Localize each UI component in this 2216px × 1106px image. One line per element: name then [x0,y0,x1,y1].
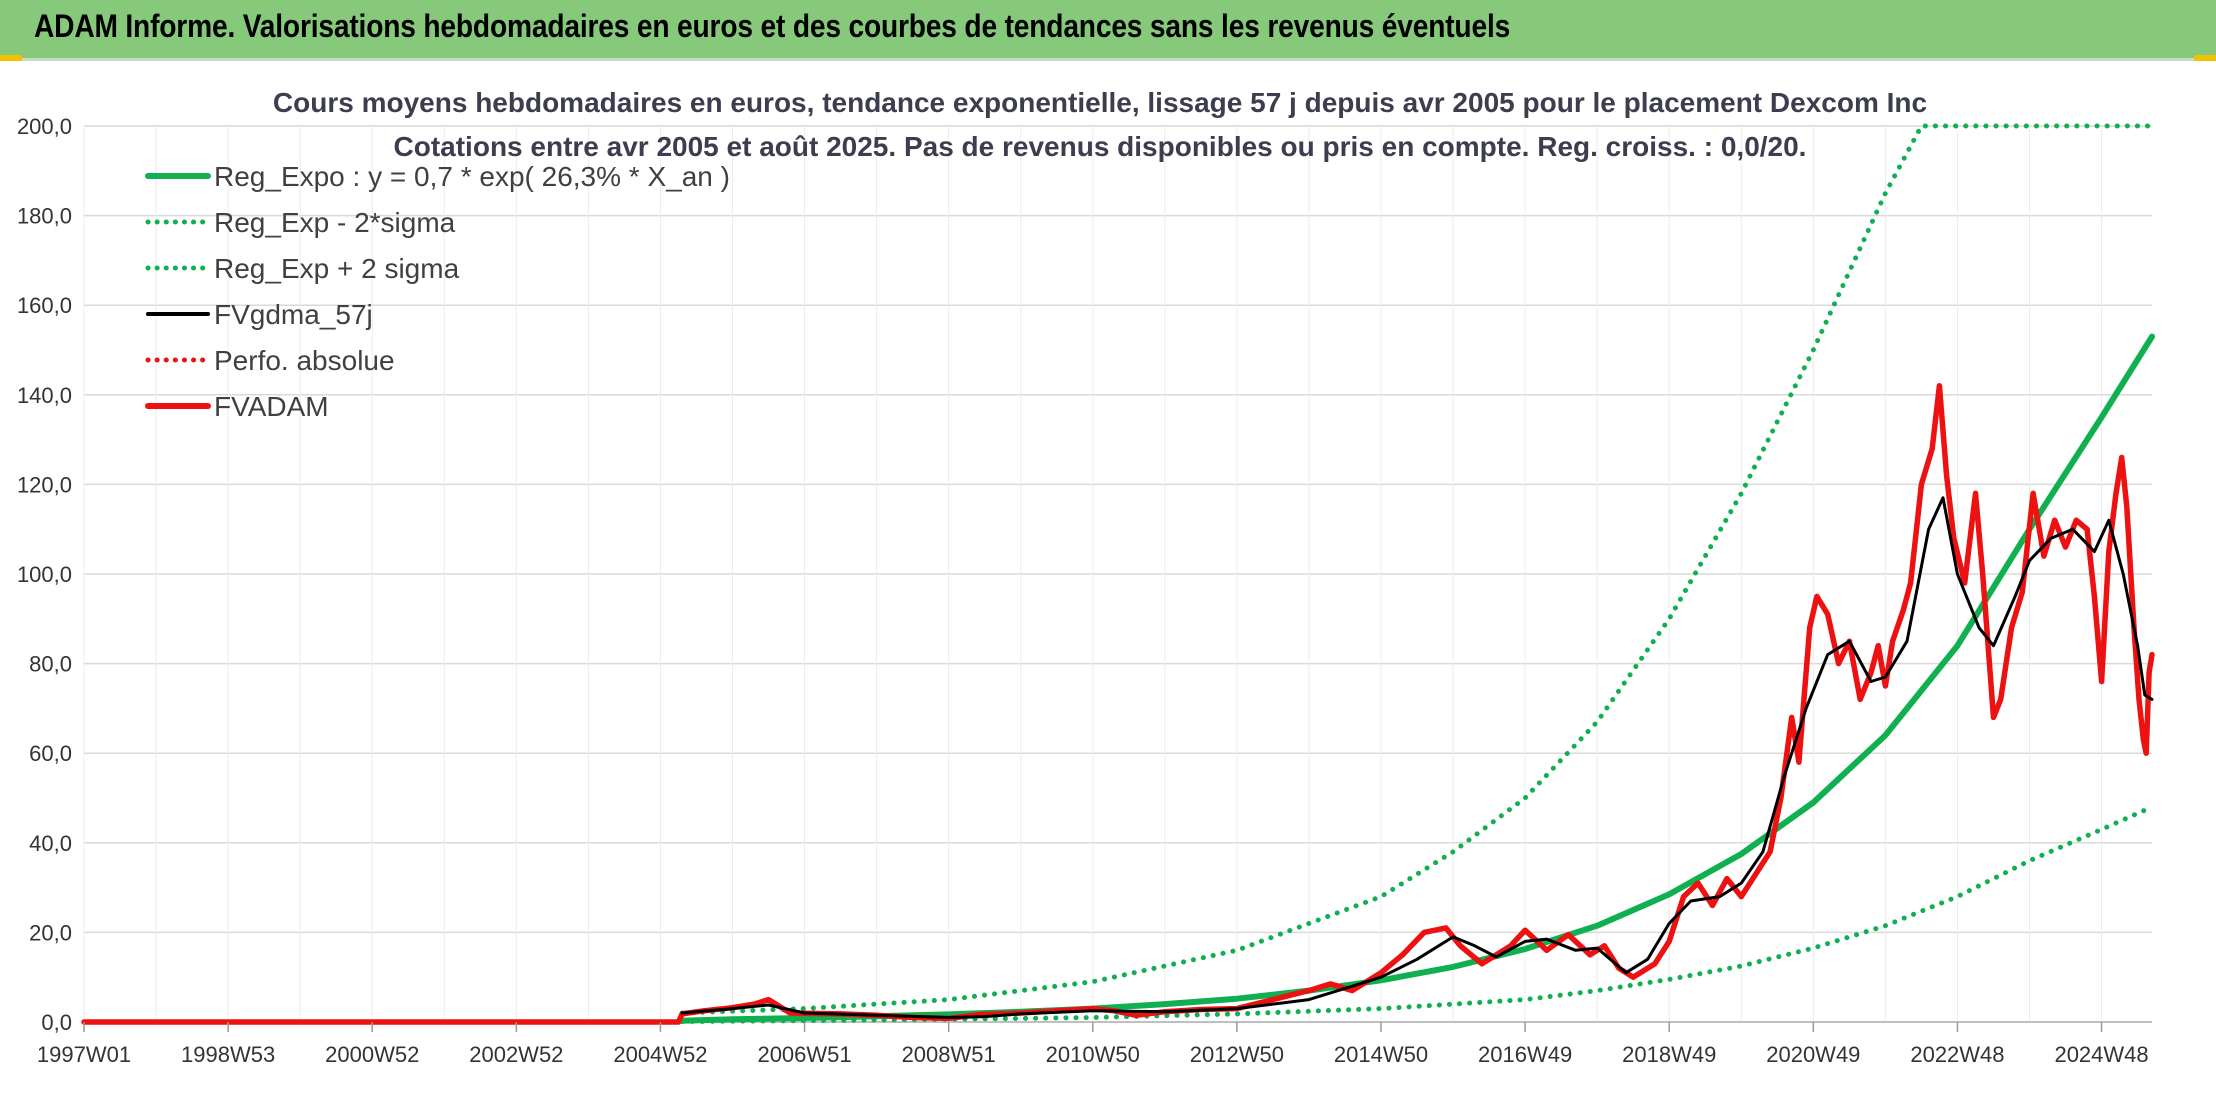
y-tick-label: 200,0 [17,114,72,139]
x-axis-ticks: 1997W01 1998W53 2000W52 2002W52 2004W52 2006W… [37,1022,2149,1067]
x-tick-label: 2022W48 [1910,1042,2004,1067]
y-tick-label: 40,0 [29,831,72,856]
chart-title-line-1: Cours moyens hebdomadaires en euros, ten… [273,87,1927,118]
series-line [680,496,2154,1019]
x-tick-label: 2024W48 [2054,1042,2148,1067]
x-tick-label: 2010W50 [1046,1042,1140,1067]
y-tick-label: 180,0 [17,204,72,229]
chart-title-line-2: Cotations entre avr 2005 et août 2025. P… [394,131,1807,162]
x-tick-label: 1997W01 [37,1042,131,1067]
y-axis-ticks: 0,0 20,0 40,0 60,0 80,0 100,0 120,0 140,0 160,0 1… [17,114,72,1035]
x-tick-label: 2020W49 [1766,1042,1860,1067]
x-tick-label: 2016W49 [1478,1042,1572,1067]
y-tick-label: 60,0 [29,741,72,766]
report-header: ADAM Informe. Valorisations hebdomadaire… [0,0,2216,61]
series-line [679,804,2155,1025]
x-tick-label: 1998W53 [181,1042,275,1067]
legend-label: Reg_Exp + 2 sigma [214,253,460,284]
corner-mark-left [0,55,22,61]
legend-label: Reg_Exp - 2*sigma [214,207,456,238]
y-tick-label: 160,0 [17,293,72,318]
x-tick-label: 2004W52 [613,1042,707,1067]
x-tick-label: 2002W52 [469,1042,563,1067]
y-tick-label: 140,0 [17,383,72,408]
x-tick-label: 2014W50 [1334,1042,1428,1067]
series-line [81,383,2155,1025]
y-tick-label: 120,0 [17,472,72,497]
y-tick-label: 100,0 [17,562,72,587]
page-title: ADAM Informe. Valorisations hebdomadaire… [34,8,1511,44]
line-chart: 0,0 20,0 40,0 60,0 80,0 100,0 120,0 140,0 160,0 1… [17,87,2155,1067]
x-tick-label: 2006W51 [757,1042,851,1067]
legend-label: Perfo. absolue [214,345,395,376]
y-tick-label: 0,0 [41,1010,72,1035]
corner-mark-right [2194,55,2216,61]
x-tick-label: 2018W49 [1622,1042,1716,1067]
legend: Reg_Expo : y = 0,7 * exp( 26,3% * X_an )… [145,161,730,422]
y-tick-label: 20,0 [29,920,72,945]
series-line [679,123,2155,1016]
legend-label: Reg_Expo : y = 0,7 * exp( 26,3% * X_an ) [214,161,730,192]
gridlines [83,125,2152,1023]
series-layer [81,123,2155,1025]
legend-label: FVgdma_57j [214,299,373,330]
y-tick-label: 80,0 [29,652,72,677]
x-tick-label: 2000W52 [325,1042,419,1067]
x-tick-label: 2008W51 [902,1042,996,1067]
legend-label: FVADAM [214,391,329,422]
x-tick-label: 2012W50 [1190,1042,1284,1067]
